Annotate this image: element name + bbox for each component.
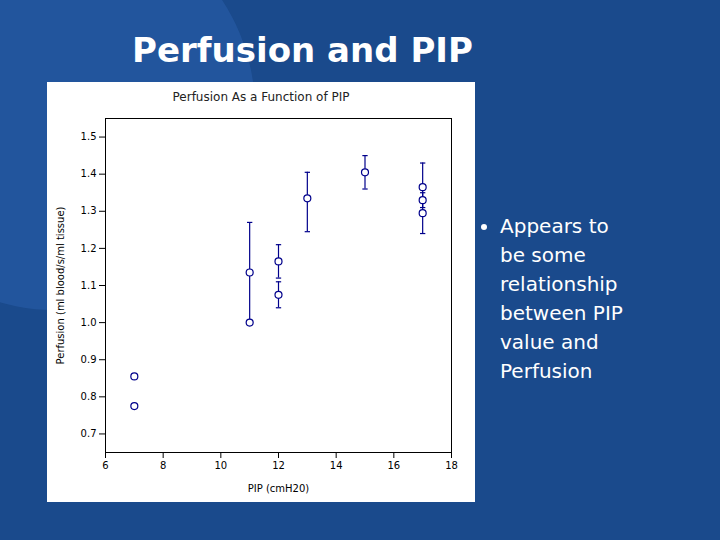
svg-text:0.7: 0.7 — [81, 428, 97, 439]
svg-text:1.4: 1.4 — [81, 168, 97, 179]
svg-text:18: 18 — [445, 460, 458, 471]
svg-text:0.9: 0.9 — [81, 354, 97, 365]
html-text:be some: be some — [500, 243, 586, 267]
html-text:Appears to: Appears to — [500, 214, 609, 238]
svg-text:8: 8 — [160, 460, 166, 471]
svg-text:14: 14 — [330, 460, 343, 471]
svg-text:PIP (cmH20): PIP (cmH20) — [248, 483, 310, 494]
html-text:Perfusion: Perfusion — [500, 359, 593, 383]
svg-text:Perfusion (ml blood/s/ml tissu: Perfusion (ml blood/s/ml tissue) — [55, 206, 66, 364]
svg-text:6: 6 — [102, 460, 108, 471]
svg-text:12: 12 — [272, 460, 285, 471]
svg-text:0.8: 0.8 — [81, 391, 97, 402]
svg-text:1.5: 1.5 — [81, 131, 97, 142]
svg-text:16: 16 — [387, 460, 400, 471]
html-text:value and: value and — [500, 330, 599, 354]
html-text:Perfusion and PIP: Perfusion and PIP — [132, 30, 473, 70]
html-text:Perfusion As a Function of PIP: Perfusion As a Function of PIP — [172, 90, 350, 104]
svg-text:1.3: 1.3 — [81, 205, 97, 216]
svg-text:1.0: 1.0 — [81, 317, 97, 328]
svg-text:1.1: 1.1 — [81, 280, 97, 291]
svg-text:1.2: 1.2 — [81, 243, 97, 254]
html-text:relationship: relationship — [500, 272, 618, 296]
html-text:between PIP: between PIP — [500, 301, 623, 325]
svg-text:10: 10 — [214, 460, 227, 471]
